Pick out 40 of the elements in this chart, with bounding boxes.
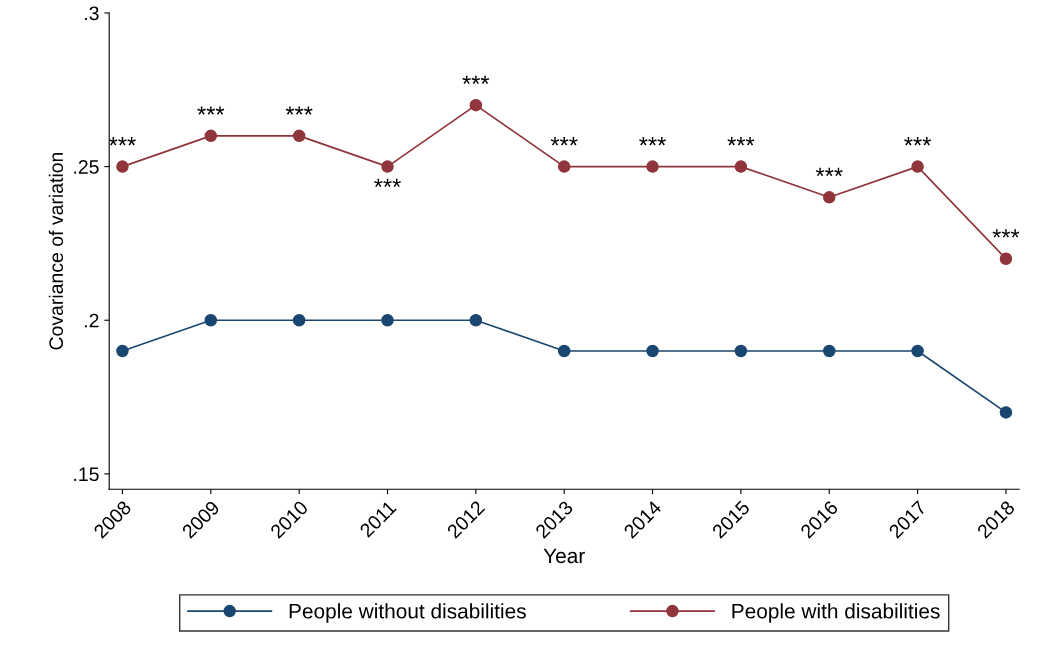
point [116,344,129,358]
point [292,129,306,143]
annotation: *** [727,137,755,146]
point [204,313,218,327]
point [381,160,394,173]
point [292,313,306,327]
point [204,129,218,143]
point [822,191,836,204]
annotation: *** [550,137,578,146]
point [734,344,748,358]
point [646,344,659,358]
point [822,344,836,358]
y-axis-title: Covariance of variation [48,152,64,350]
point [999,406,1013,419]
legend-label: People without disabilities [289,603,526,623]
annotation: *** [462,75,490,84]
y-tick-label: .15 [74,467,99,482]
point [911,344,924,358]
y-tick-label: .3 [85,6,99,21]
point [116,160,129,173]
y-tick-label: .2 [85,313,99,328]
x-axis-title: Year [543,548,585,564]
point [999,252,1013,266]
point [557,160,571,173]
point [911,160,924,173]
point [469,313,483,327]
point [557,344,571,358]
annotation: *** [197,106,225,115]
point [381,313,394,327]
point [646,160,659,173]
point [734,160,748,173]
annotation: *** [815,167,843,177]
annotation: *** [639,137,666,146]
annotation: *** [285,106,313,115]
annotation: *** [992,229,1020,238]
point [469,98,483,112]
annotation: *** [374,178,401,188]
y-tick-label: .25 [74,160,99,174]
annotation: *** [904,137,932,146]
legend-label: People with disabilities [732,603,940,623]
